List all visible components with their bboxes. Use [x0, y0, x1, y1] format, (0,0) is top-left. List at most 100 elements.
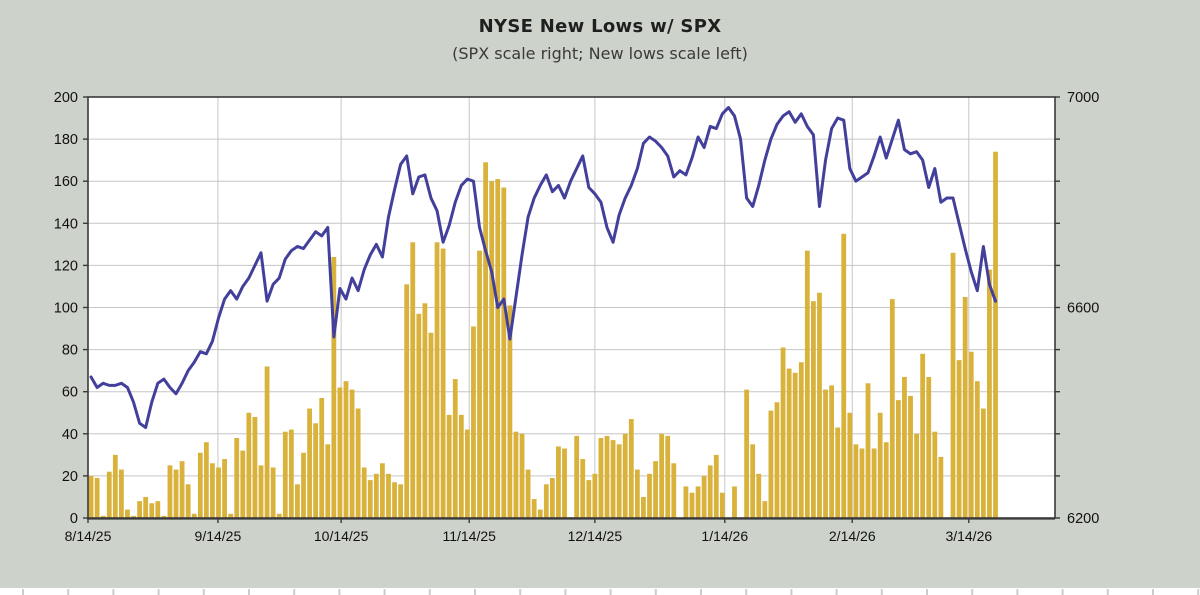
new-lows-bar: [349, 389, 355, 518]
new-lows-bar: [355, 408, 361, 518]
new-lows-bar: [471, 326, 476, 518]
new-lows-bar: [556, 446, 561, 518]
bottom-strip-mark: [293, 589, 296, 595]
new-lows-bar: [525, 469, 531, 518]
new-lows-bar: [908, 395, 913, 518]
new-lows-bar: [926, 376, 932, 518]
left-axis-label: 20: [62, 469, 78, 485]
new-lows-bar: [598, 438, 604, 518]
new-lows-bar: [258, 465, 264, 519]
bottom-strip-mark: [202, 589, 205, 595]
bottom-strip-mark: [1016, 589, 1019, 595]
new-lows-bar: [531, 499, 537, 518]
new-lows-bar: [665, 435, 671, 518]
bottom-strip-mark: [700, 589, 702, 595]
new-lows-bar: [774, 402, 780, 518]
new-lows-bar: [513, 431, 519, 518]
bottom-strip-mark: [564, 589, 567, 595]
new-lows-bar: [428, 332, 434, 518]
new-lows-bar: [325, 444, 331, 518]
new-lows-bar: [968, 351, 974, 518]
new-lows-bar: [537, 509, 543, 518]
new-lows-bar: [203, 442, 209, 518]
new-lows-bar: [634, 469, 640, 518]
new-lows-bar: [155, 501, 161, 518]
new-lows-bar: [404, 284, 410, 518]
new-lows-bar: [920, 353, 926, 518]
new-lows-bar: [161, 515, 167, 518]
new-lows-bar: [125, 509, 130, 518]
new-lows-bar: [416, 313, 422, 518]
new-lows-bar: [750, 444, 756, 518]
new-lows-bar: [446, 414, 452, 518]
new-lows-bar: [137, 501, 142, 518]
new-lows-bar: [94, 478, 100, 518]
bottom-strip-mark: [338, 589, 341, 595]
new-lows-bar: [616, 444, 622, 518]
new-lows-bar: [282, 431, 288, 518]
new-lows-bar: [507, 305, 513, 518]
new-lows-bar: [859, 448, 865, 518]
new-lows-bar: [495, 179, 501, 518]
new-lows-bar: [871, 448, 877, 518]
bottom-strip-mark: [248, 589, 250, 595]
x-axis-label: 2/14/26: [829, 528, 876, 544]
new-lows-bar: [307, 408, 312, 518]
new-lows-bar: [707, 465, 713, 519]
new-lows-bar: [744, 389, 750, 518]
new-lows-bar: [464, 429, 470, 518]
new-lows-bar: [301, 452, 306, 518]
chart-title: NYSE New Lows w/ SPX: [478, 16, 722, 37]
new-lows-bar: [319, 398, 325, 518]
new-lows-bar: [610, 440, 616, 518]
left-axis-label: 160: [54, 174, 78, 190]
new-lows-bar: [179, 461, 185, 518]
new-lows-bar: [811, 301, 816, 518]
left-axis-label: 80: [62, 343, 78, 359]
spx-line-series: [89, 106, 998, 429]
new-lows-bar: [210, 463, 215, 518]
new-lows-bar: [222, 459, 227, 518]
new-lows-bar: [902, 376, 907, 518]
new-lows-bar: [234, 438, 240, 518]
new-lows-bar: [847, 412, 853, 518]
new-lows-bar: [956, 360, 962, 519]
new-lows-bar: [950, 252, 956, 518]
new-lows-bar: [756, 473, 762, 518]
new-lows-bar: [641, 496, 646, 518]
new-lows-bar: [112, 454, 118, 518]
new-lows-bar: [574, 435, 580, 518]
bottom-strip-mark: [1197, 589, 1200, 595]
left-axis-label: 60: [62, 385, 78, 401]
new-lows-bar: [580, 459, 586, 518]
new-lows-bar: [386, 473, 391, 518]
left-axis-label: 200: [54, 90, 78, 106]
new-lows-bar: [246, 412, 252, 518]
new-lows-bar: [914, 433, 919, 518]
new-lows-bar: [252, 416, 258, 518]
new-lows-bar: [683, 486, 689, 518]
new-lows-bar: [228, 513, 234, 518]
new-lows-bar: [173, 469, 179, 518]
bottom-strip-mark: [609, 589, 612, 595]
new-lows-bar: [622, 433, 628, 518]
new-lows-bar: [240, 450, 246, 518]
bottom-strip-mark: [428, 589, 431, 595]
new-lows-bar: [823, 389, 828, 518]
new-lows-bar: [695, 486, 701, 518]
axis-ticks: [83, 96, 1060, 523]
bottom-strip-mark: [474, 589, 476, 595]
bottom-strip-mark: [1106, 589, 1109, 595]
new-lows-bar: [434, 242, 440, 518]
new-lows-bar: [980, 408, 986, 518]
bottom-strip-mark: [67, 589, 70, 595]
new-lows-bar: [197, 452, 203, 518]
new-lows-bar: [458, 414, 464, 518]
chart-subtitle: (SPX scale right; New lows scale left): [452, 44, 748, 63]
new-lows-bar: [106, 471, 112, 518]
new-lows-bar: [932, 431, 938, 518]
bottom-strip-mark: [519, 589, 522, 595]
bottom-strip-mark: [22, 589, 24, 595]
